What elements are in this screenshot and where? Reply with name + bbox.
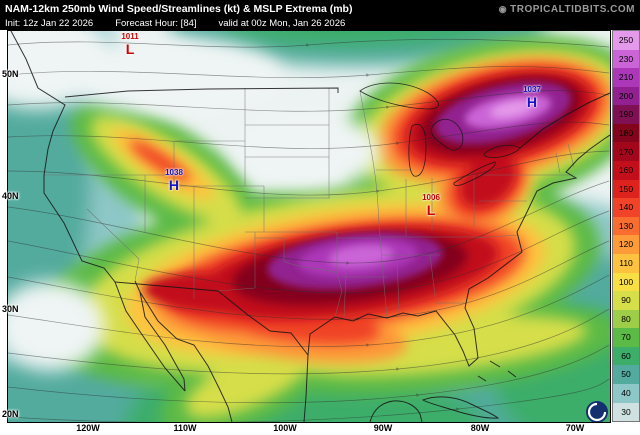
colorbar-tick-label: 40 (621, 388, 631, 399)
colorbar-level-90: 90 (613, 291, 639, 310)
colorbar-tick-label: 50 (621, 369, 631, 380)
great-lakes (359, 82, 521, 186)
colorbar-tick-label: 190 (618, 109, 634, 120)
lat-label-30N: 30N (2, 304, 19, 314)
colorbar-tick-label: 210 (618, 72, 634, 83)
colorbar-level-140: 140 (613, 198, 639, 217)
colorbar-level-200: 200 (613, 86, 639, 106)
colorbar-tick-label: 100 (618, 276, 634, 287)
colorbar-tick-label: 30 (621, 406, 631, 417)
colorbar-tick-label: 160 (618, 165, 634, 176)
colorbar-level-180: 180 (613, 123, 639, 143)
brand-logo-icon: ◉ (498, 3, 508, 14)
colorbar-tick-label: 230 (618, 53, 634, 64)
colorbar-level-120: 120 (613, 235, 639, 254)
streamlines (8, 38, 610, 422)
colorbar-tick-label: 200 (618, 90, 634, 101)
colorbar-level-30: 30 (613, 402, 639, 422)
state-borders (44, 88, 575, 319)
coastline (10, 31, 610, 422)
colorbar-tick-label: 110 (619, 257, 633, 268)
colorbar-level-250: 250 (613, 31, 639, 50)
colorbar-level-70: 70 (613, 328, 639, 347)
colorbar-level-60: 60 (613, 346, 639, 366)
map-canvas (8, 31, 610, 422)
colorbar-tick-label: 250 (618, 35, 634, 46)
lat-label-20N: 20N (2, 409, 19, 419)
colorbar-level-100: 100 (613, 272, 639, 292)
brand-text: TROPICALTIDBITS.COM (510, 3, 635, 15)
lon-label-80W: 80W (470, 423, 490, 433)
colorbar-tick-label: 140 (618, 202, 634, 213)
colorbar-tick-label: 150 (618, 183, 634, 194)
colorbar-level-190: 190 (613, 105, 639, 124)
lat-label-50N: 50N (2, 69, 19, 79)
colorbar-tick-label: 70 (621, 332, 631, 343)
colorbar-level-50: 50 (613, 365, 639, 384)
lon-label-110W: 110W (173, 423, 197, 433)
map-title: NAM-12km 250mb Wind Speed/Streamlines (k… (5, 3, 353, 15)
colorbar-tick-label: 170 (618, 146, 634, 157)
site-logo (586, 401, 608, 422)
brand: ◉ TROPICALTIDBITS.COM (499, 4, 635, 15)
colorbar-level-160: 160 (613, 161, 639, 180)
colorbar-level-80: 80 (613, 309, 639, 329)
forecast-hour: Forecast Hour: [84] (115, 18, 197, 29)
wind-speed-colorbar: 250 230 210 200 190 180 170 160 150 140 130 120 110 1… (612, 30, 640, 422)
colorbar-level-230: 230 (613, 49, 639, 69)
init-time: Init: 12z Jan 22 2026 (5, 18, 94, 29)
colorbar-tick-label: 130 (618, 220, 634, 231)
lon-label-70W: 70W (565, 423, 585, 433)
colorbar-tick-label: 60 (621, 350, 631, 361)
colorbar-tick-label: 90 (621, 295, 631, 306)
valid-time: valid at 00z Mon, Jan 26 2026 (218, 18, 346, 29)
colorbar-level-130: 130 (613, 216, 639, 236)
lon-label-90W: 90W (373, 423, 393, 433)
colorbar-level-210: 210 (613, 68, 639, 87)
lon-label-120W: 120W (76, 423, 100, 433)
title-bar: NAM-12km 250mb Wind Speed/Streamlines (k… (0, 0, 640, 30)
colorbar-level-40: 40 (613, 383, 639, 403)
colorbar-tick-label: 80 (621, 313, 631, 324)
wind-speed-field (8, 31, 610, 422)
colorbar-tick-label: 180 (618, 127, 634, 138)
lon-label-100W: 100W (273, 423, 297, 433)
init-line: Init: 12z Jan 22 2026 Forecast Hour: [84… (0, 17, 640, 30)
colorbar-level-150: 150 (613, 179, 639, 199)
lat-label-40N: 40N (2, 191, 19, 201)
colorbar-level-110: 110 (613, 253, 639, 273)
weather-map: 1011 L 1038 H 1006 L 1037 H (7, 30, 611, 423)
colorbar-tick-label: 120 (618, 239, 634, 250)
colorbar-level-170: 170 (613, 142, 639, 162)
